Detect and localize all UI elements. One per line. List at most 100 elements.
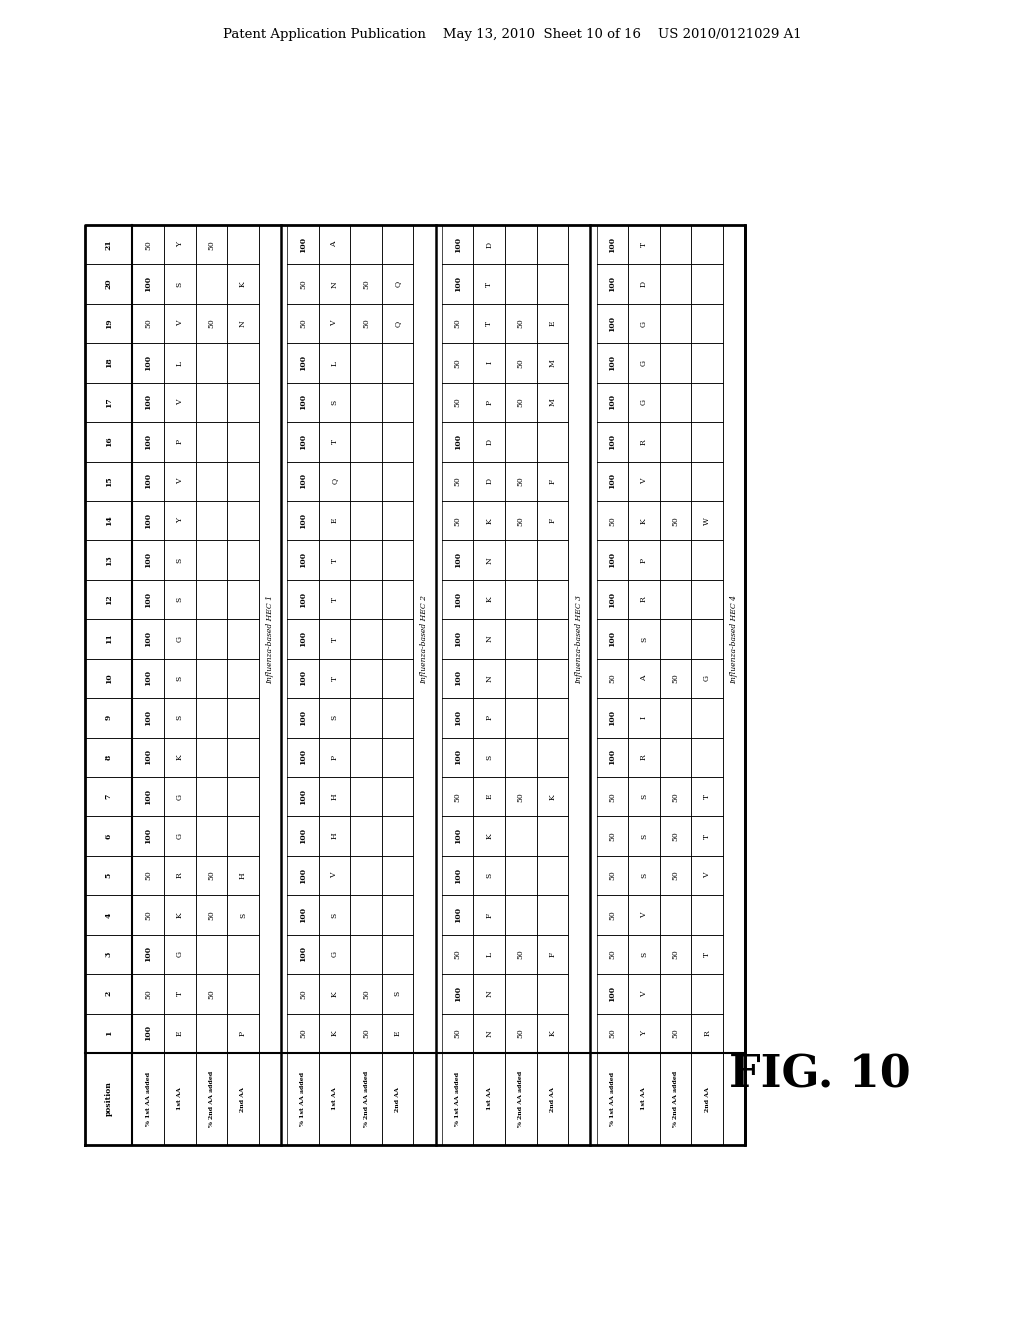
Text: 100: 100 (299, 946, 307, 962)
Text: 50: 50 (299, 1028, 307, 1038)
Text: M: M (549, 399, 556, 407)
Text: T: T (485, 281, 494, 286)
Text: 50: 50 (144, 318, 153, 329)
Text: F: F (549, 952, 556, 957)
Text: N: N (485, 557, 494, 564)
Text: 6: 6 (104, 833, 113, 838)
Text: 11: 11 (104, 634, 113, 644)
Text: 50: 50 (299, 989, 307, 999)
Text: S: S (176, 715, 183, 721)
Text: L: L (176, 360, 183, 366)
Text: 100: 100 (608, 986, 616, 1002)
Text: S: S (640, 873, 648, 878)
Text: 14: 14 (104, 515, 113, 527)
Text: 100: 100 (144, 1026, 153, 1041)
Text: 100: 100 (299, 710, 307, 726)
Text: K: K (331, 991, 339, 997)
Text: M: M (549, 359, 556, 367)
Text: Y: Y (640, 1031, 648, 1036)
Text: Y: Y (176, 242, 183, 247)
Text: N: N (485, 675, 494, 682)
Text: 1st AA: 1st AA (486, 1088, 492, 1110)
Text: 50: 50 (454, 949, 462, 960)
Text: 50: 50 (454, 477, 462, 486)
Text: F: F (549, 517, 556, 523)
Text: 5: 5 (104, 873, 113, 878)
Text: G: G (640, 321, 648, 326)
Text: 50: 50 (517, 397, 524, 408)
Text: N: N (331, 281, 339, 288)
Text: Y: Y (176, 519, 183, 523)
Text: 50: 50 (672, 832, 680, 841)
Text: P: P (239, 1031, 247, 1036)
Text: S: S (176, 597, 183, 602)
Text: 17: 17 (104, 397, 113, 408)
Text: R: R (640, 597, 648, 602)
Text: 100: 100 (144, 788, 153, 805)
Text: R: R (176, 873, 183, 878)
Text: T: T (331, 440, 339, 445)
Text: T: T (331, 636, 339, 642)
Text: 100: 100 (454, 986, 462, 1002)
Text: 100: 100 (144, 671, 153, 686)
Text: 100: 100 (608, 276, 616, 292)
Text: 50: 50 (672, 673, 680, 684)
Text: 50: 50 (608, 871, 616, 880)
Text: P: P (176, 440, 183, 445)
Text: 100: 100 (144, 276, 153, 292)
Text: G: G (176, 636, 183, 642)
Text: Q: Q (331, 478, 339, 484)
Text: R: R (640, 440, 648, 445)
Text: A: A (640, 676, 648, 681)
Text: S: S (331, 715, 339, 721)
Text: E: E (176, 1031, 183, 1036)
Text: H: H (331, 833, 339, 840)
Text: K: K (176, 755, 183, 760)
Text: D: D (485, 438, 494, 445)
Text: S: S (485, 873, 494, 878)
Text: 100: 100 (144, 434, 153, 450)
Text: 100: 100 (608, 591, 616, 607)
Text: T: T (703, 795, 711, 800)
Text: P: P (485, 400, 494, 405)
Text: 100: 100 (454, 828, 462, 845)
Text: 100: 100 (144, 591, 153, 607)
Text: 1st AA: 1st AA (177, 1088, 182, 1110)
Text: 100: 100 (299, 552, 307, 568)
Text: G: G (640, 400, 648, 405)
Text: 50: 50 (362, 989, 370, 999)
Text: 50: 50 (608, 792, 616, 801)
Text: L: L (331, 360, 339, 366)
Text: 50: 50 (299, 318, 307, 329)
Text: % 2nd AA added: % 2nd AA added (364, 1071, 369, 1127)
Text: 100: 100 (299, 631, 307, 647)
Text: T: T (176, 991, 183, 997)
Text: T: T (485, 321, 494, 326)
Text: 50: 50 (517, 516, 524, 525)
Text: 100: 100 (454, 750, 462, 766)
Text: S: S (640, 636, 648, 642)
Text: 50: 50 (672, 1028, 680, 1038)
Text: 100: 100 (299, 907, 307, 923)
Text: FIG. 10: FIG. 10 (729, 1053, 911, 1097)
Text: 100: 100 (299, 750, 307, 766)
Text: 100: 100 (144, 631, 153, 647)
Text: E: E (549, 321, 556, 326)
Text: 50: 50 (454, 358, 462, 368)
Text: 1st AA: 1st AA (641, 1088, 646, 1110)
Text: 2nd AA: 2nd AA (241, 1086, 246, 1111)
Text: 50: 50 (517, 949, 524, 960)
Text: % 1st AA added: % 1st AA added (300, 1072, 305, 1126)
Text: 100: 100 (454, 236, 462, 252)
Text: K: K (331, 1031, 339, 1036)
Text: 21: 21 (104, 239, 113, 249)
Text: 50: 50 (608, 673, 616, 684)
Text: 100: 100 (299, 788, 307, 805)
Text: D: D (485, 478, 494, 484)
Text: 100: 100 (608, 315, 616, 331)
Text: G: G (176, 833, 183, 840)
Text: S: S (176, 281, 183, 286)
Text: E: E (485, 793, 494, 800)
Text: 100: 100 (299, 671, 307, 686)
Text: N: N (239, 321, 247, 327)
